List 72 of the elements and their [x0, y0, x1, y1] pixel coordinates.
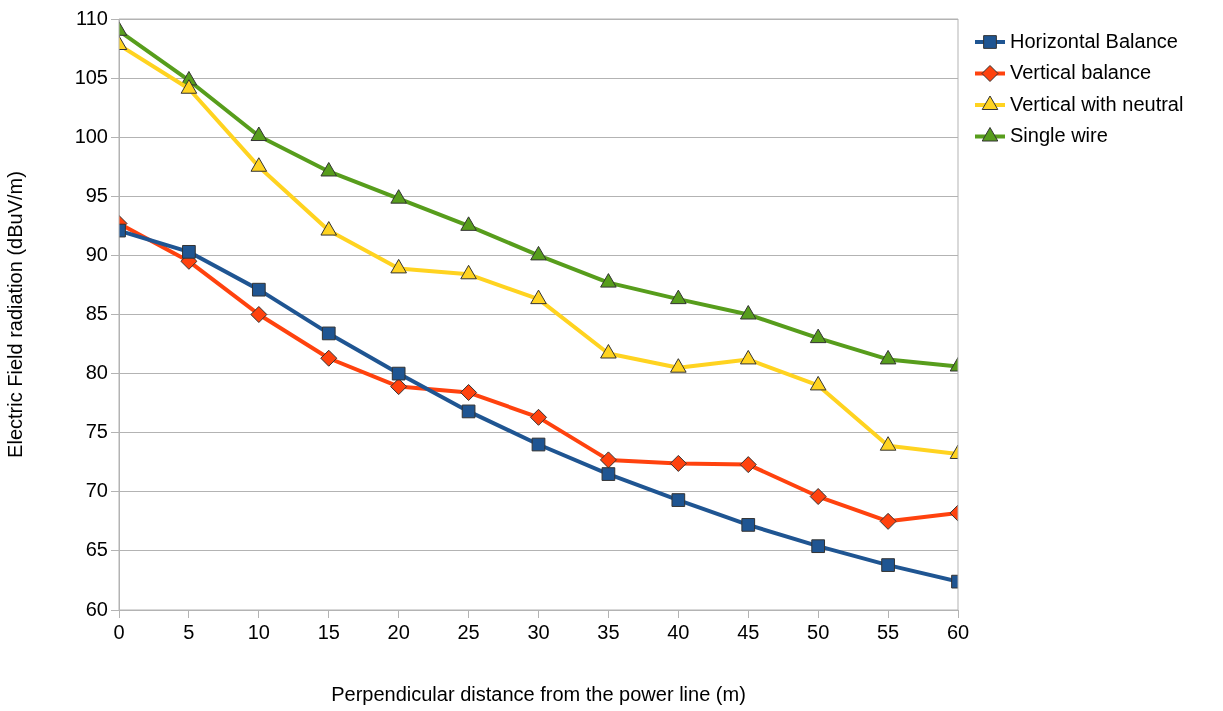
point [600, 273, 617, 288]
point [320, 221, 338, 236]
x-tick-label: 35 [597, 620, 620, 643]
y-axis-title: Electric Field radiation (dBuV/m) [3, 171, 26, 458]
legend-label: Vertical with neutral [1010, 92, 1184, 115]
x-tick-label: 30 [527, 620, 550, 643]
point [599, 451, 617, 469]
legend-label: Horizontal Balance [1010, 29, 1178, 52]
point [739, 456, 757, 474]
y-tick-label: 100 [74, 124, 108, 147]
legend-label: Vertical balance [1010, 61, 1152, 84]
y-tick-label: 65 [85, 538, 108, 561]
point [600, 344, 617, 359]
point [530, 245, 547, 261]
y-tick-label: 95 [85, 183, 108, 206]
point [530, 408, 547, 426]
x-tick-label: 25 [457, 620, 480, 643]
point [250, 126, 268, 142]
point [741, 518, 756, 532]
x-tick-label: 40 [667, 620, 690, 643]
point [390, 378, 408, 396]
point [879, 436, 897, 451]
y-tick-label: 90 [85, 242, 108, 265]
point [809, 488, 827, 506]
point [669, 454, 687, 472]
point [320, 349, 338, 367]
point [390, 258, 407, 274]
point [881, 558, 895, 572]
x-tick-label: 0 [113, 620, 125, 643]
point [320, 161, 338, 177]
point [461, 404, 476, 419]
point [182, 244, 196, 259]
y-tick-label: 75 [85, 420, 108, 443]
y-tick-label: 80 [85, 361, 108, 384]
point [601, 467, 616, 481]
point [879, 512, 897, 530]
point [809, 375, 827, 391]
point [809, 328, 827, 344]
point [390, 189, 407, 204]
point [460, 216, 477, 231]
point [739, 305, 757, 320]
point [251, 282, 266, 297]
point [530, 289, 547, 305]
x-tick-label: 60 [946, 620, 970, 643]
x-tick-label: 15 [317, 620, 340, 643]
y-tick-label: 110 [76, 6, 108, 29]
x-tick-label: 5 [183, 620, 195, 643]
x-tick-label: 20 [387, 620, 410, 643]
point [531, 437, 546, 452]
x-tick-label: 10 [247, 620, 270, 643]
y-tick-label: 70 [85, 479, 108, 502]
x-tick-label: 45 [737, 620, 760, 643]
point [460, 384, 478, 402]
point [739, 349, 757, 365]
point [321, 326, 336, 341]
x-tick-label: 50 [807, 620, 830, 643]
point [250, 306, 268, 323]
point [250, 157, 268, 172]
x-tick-label: 55 [876, 620, 900, 643]
point [391, 366, 406, 381]
point [670, 289, 687, 305]
point [180, 79, 198, 94]
y-tick-label: 85 [85, 302, 108, 325]
point [671, 493, 686, 507]
y-tick-label: 60 [85, 597, 108, 620]
point [670, 358, 687, 373]
point [460, 264, 477, 280]
point [811, 539, 826, 554]
point [879, 349, 897, 365]
legend-label: Single wire [1010, 124, 1108, 147]
y-tick-label: 105 [74, 65, 108, 88]
x-axis-title: Perpendicular distance from the power line (m) [331, 682, 746, 705]
